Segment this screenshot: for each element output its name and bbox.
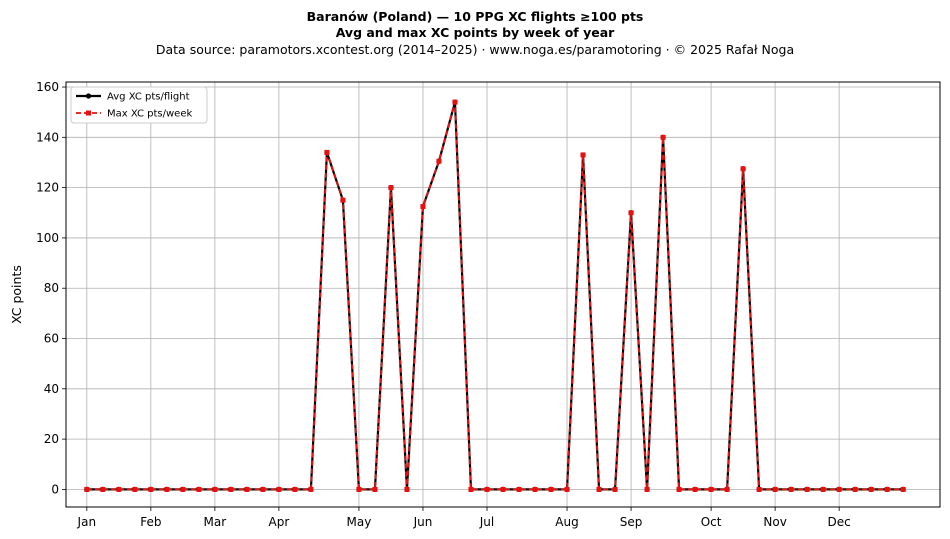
y-tick-label: 40 [44,382,59,396]
data-point [116,486,122,492]
data-point [740,166,746,172]
series-line [86,101,904,491]
data-point [276,486,282,492]
data-point [612,486,618,492]
data-point [388,185,394,191]
legend-marker [86,110,91,116]
chart-title: Baranów (Poland) — 10 PPG XC flights ≥10… [306,9,644,24]
legend-label: Max XC pts/week [107,109,192,120]
data-point [628,210,634,216]
data-point [804,486,810,492]
series-layer [84,99,906,492]
data-point [164,486,170,492]
data-point [884,486,890,492]
chart-subtitle: Avg and max XC points by week of year [335,25,615,40]
y-tick-label: 140 [36,130,59,144]
x-tick-label: May [347,515,372,529]
data-point [532,486,538,492]
data-point [644,486,650,492]
x-tick-label: Mar [204,515,227,529]
data-point [836,486,842,492]
data-point [500,486,506,492]
data-point [468,486,474,492]
data-point [852,486,858,492]
data-point [228,486,234,492]
data-point [100,486,106,492]
data-point [868,486,874,492]
x-tick-label: Apr [269,515,290,529]
data-point [516,486,522,492]
data-point [324,149,330,155]
legend: Avg XC pts/flight Max XC pts/week [70,86,208,124]
y-tick-label: 160 [36,80,59,94]
axis-ticks: 0 20 40 60 80 100 120 140 160 Jan Feb Mar Apr May Jun J… [36,80,851,529]
data-point [404,486,410,492]
data-point [484,486,490,492]
x-tick-label: Oct [701,515,722,529]
data-point [772,486,778,492]
y-axis-label: XC points [9,265,24,324]
data-point [580,152,586,158]
data-point [356,486,362,492]
y-tick-label: 60 [44,332,59,346]
data-point [372,486,378,492]
data-point [148,486,154,492]
x-tick-label: Nov [763,515,786,529]
data-point [452,99,458,105]
data-point [244,486,250,492]
data-point [548,486,554,492]
data-source-note: Data source: paramotors.xcontest.org (20… [155,42,795,57]
data-point [292,486,298,492]
data-point [436,158,442,164]
series-max [84,99,906,492]
data-point [724,486,730,492]
y-tick-label: 80 [44,281,59,295]
grid-lines [66,82,940,507]
data-point [596,486,602,492]
series-line [86,101,904,491]
chart-title-block: Baranów (Poland) — 10 PPG XC flights ≥10… [0,9,950,59]
y-tick-label: 120 [36,181,59,195]
x-tick-label: Aug [555,515,578,529]
data-point [564,486,570,492]
data-point [420,203,426,209]
data-point [180,486,186,492]
x-tick-label: Sep [620,515,643,529]
data-point [260,486,266,492]
x-tick-label: Feb [140,515,161,529]
legend-label: Avg XC pts/flight [107,92,190,103]
y-tick-label: 0 [51,482,59,496]
x-tick-label: Jul [479,515,494,529]
data-point [212,486,218,492]
data-point [676,486,682,492]
data-point [660,134,666,140]
x-tick-label: Jun [413,515,433,529]
data-point [308,486,314,492]
data-point [692,486,698,492]
legend-box [70,86,208,124]
data-point [820,486,826,492]
data-point [132,486,138,492]
legend-marker [85,93,92,99]
data-point [788,486,794,492]
y-tick-label: 100 [36,231,59,245]
y-tick-label: 20 [44,432,59,446]
series-avg [84,99,906,492]
plot-frame [65,81,941,508]
data-point [340,197,346,203]
data-point [756,486,762,492]
x-tick-label: Jan [77,515,97,529]
data-point [708,486,714,492]
x-tick-label: Dec [828,515,851,529]
data-point [196,486,202,492]
data-point [84,486,90,492]
data-point [900,486,906,492]
